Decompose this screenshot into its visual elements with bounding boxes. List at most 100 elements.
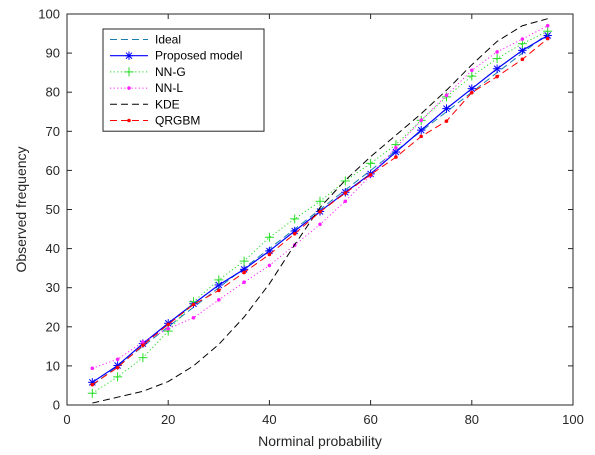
series-nn-l-marker: [545, 23, 550, 28]
legend-item-proposed-model-label: Proposed model: [155, 49, 242, 63]
series-nn-l-marker-dot: [191, 316, 196, 320]
y-tick-label: 10: [46, 358, 60, 373]
y-axis-label: Observed frequency: [13, 146, 29, 272]
series-qrgbm-marker-dot: [343, 191, 348, 195]
series-nn-l-marker-dot: [242, 280, 246, 285]
legend-item-ideal-label: Ideal: [155, 33, 181, 47]
series-qrgbm-marker-dot: [318, 210, 322, 214]
legend-item-nn-l-marker: [127, 86, 131, 90]
series-nn-g-marker: [492, 54, 502, 64]
series-qrgbm-marker-dot: [495, 74, 499, 79]
series-nn-l-marker-dot: [115, 357, 120, 362]
legend-item-kde-label: KDE: [155, 97, 180, 111]
series-nn-g-marker: [467, 71, 477, 81]
y-tick-label: 50: [46, 202, 60, 217]
legend-item-proposed-model: Proposed model: [110, 49, 242, 63]
series-nn-g-marker: [315, 196, 325, 206]
legend-item-qrgbm-marker: [127, 118, 131, 123]
legend-item-qrgbm-label: QRGBM: [155, 114, 200, 128]
series-proposed-model-marker-stroke: [266, 247, 273, 255]
y-tick-label: 100: [38, 7, 60, 22]
series-nn-l-marker: [394, 145, 398, 150]
series-qrgbm-marker: [343, 191, 348, 195]
series-qrgbm-marker-dot: [419, 134, 424, 139]
series-nn-l-marker: [470, 68, 474, 73]
series-qrgbm-marker: [292, 231, 297, 236]
series-nn-l-marker: [318, 222, 322, 227]
series-qrgbm-marker-dot: [368, 172, 373, 177]
series-qrgbm-marker: [242, 270, 246, 275]
series-proposed-model-marker-stroke: [468, 85, 476, 93]
series-qrgbm-marker-dot: [267, 252, 272, 257]
series-proposed-model-marker: [492, 64, 502, 73]
series-nn-l-marker: [343, 199, 348, 204]
y-tick-label: 0: [53, 398, 60, 413]
series-nn-l-marker-dot: [419, 118, 424, 123]
legend-item-proposed-model-marker: [124, 51, 134, 60]
series-qrgbm-marker-dot: [141, 343, 145, 347]
series-nn-l-marker-dot: [495, 50, 499, 54]
x-tick-label: 40: [262, 412, 276, 427]
series-qrgbm-marker: [545, 36, 550, 41]
series-nn-l-marker: [242, 280, 246, 285]
series-nn-l-marker-dot: [520, 37, 525, 41]
legend-item-nn-l-label: NN-L: [155, 81, 183, 95]
x-tick-label: 20: [161, 412, 175, 427]
series-nn-l-marker-dot: [545, 23, 550, 28]
series-proposed-model-marker-stroke: [88, 378, 96, 386]
series-proposed-model-marker-stroke: [443, 105, 450, 112]
legend-item-kde: KDE: [110, 97, 180, 111]
legend-item-qrgbm-marker-dot: [127, 118, 131, 123]
series-qrgbm-marker-dot: [191, 302, 196, 307]
series-proposed-model-marker-stroke: [519, 46, 526, 54]
series-nn-l-marker: [520, 37, 525, 41]
x-tick-label: 60: [363, 412, 377, 427]
series-proposed-model-marker-stroke: [215, 281, 223, 289]
series-layer: [87, 18, 553, 404]
series-nn-l-marker: [419, 118, 424, 123]
series-qrgbm-marker: [520, 57, 525, 62]
y-tick-label: 40: [46, 241, 60, 256]
series-nn-g-marker: [543, 26, 553, 36]
series-proposed-model-marker: [442, 104, 451, 113]
series-nn-l-marker: [141, 340, 145, 344]
series-nn-l-marker-dot: [318, 222, 322, 227]
legend-item-ideal: Ideal: [110, 33, 181, 47]
series-proposed-model-marker: [113, 361, 122, 370]
series-nn-g-marker: [340, 176, 350, 186]
legend-item-nn-l: NN-L: [110, 81, 183, 95]
x-tick-label: 80: [465, 412, 479, 427]
x-tick-label: 0: [63, 412, 70, 427]
legend-item-qrgbm: QRGBM: [110, 114, 200, 128]
series-kde: [92, 18, 548, 404]
tick-layer: 0 20 40 60 80 100 0 10 20 30 40 50 60 70 80 90 100: [38, 7, 584, 428]
y-tick-label: 90: [46, 46, 60, 61]
legend-item-nn-g-marker: [124, 67, 134, 77]
series-qrgbm-marker: [419, 134, 424, 139]
series-nn-l-marker-dot: [394, 145, 398, 150]
series-qrgbm-marker: [217, 288, 221, 293]
series-proposed-model-marker-stroke: [392, 148, 400, 156]
series-qrgbm-marker-dot: [545, 36, 550, 41]
x-axis-label: Norminal probability: [258, 433, 382, 449]
series-nn-l-marker-dot: [267, 263, 272, 268]
y-tick-label: 80: [46, 85, 60, 100]
series-qrgbm-marker: [495, 74, 499, 79]
series-proposed-model-marker-stroke: [493, 65, 501, 73]
series-qrgbm-marker-dot: [444, 119, 449, 123]
x-tick-label: 100: [562, 412, 584, 427]
series-nn-l-marker: [495, 50, 499, 54]
y-tick-label: 60: [46, 163, 60, 178]
series-qrgbm-marker: [368, 172, 373, 177]
series-nn-l-marker: [191, 316, 196, 320]
legend-item-nn-l-marker-dot: [127, 86, 131, 90]
y-tick-label: 30: [46, 280, 60, 295]
series-nn-g-marker: [113, 372, 123, 382]
series-nn-l-marker: [217, 298, 221, 302]
series-nn-l-marker: [267, 263, 272, 268]
series-qrgbm-marker: [267, 252, 272, 257]
series-qrgbm-marker: [470, 90, 474, 95]
series-qrgbm-marker: [394, 155, 398, 159]
series-qrgbm-marker: [90, 382, 95, 387]
